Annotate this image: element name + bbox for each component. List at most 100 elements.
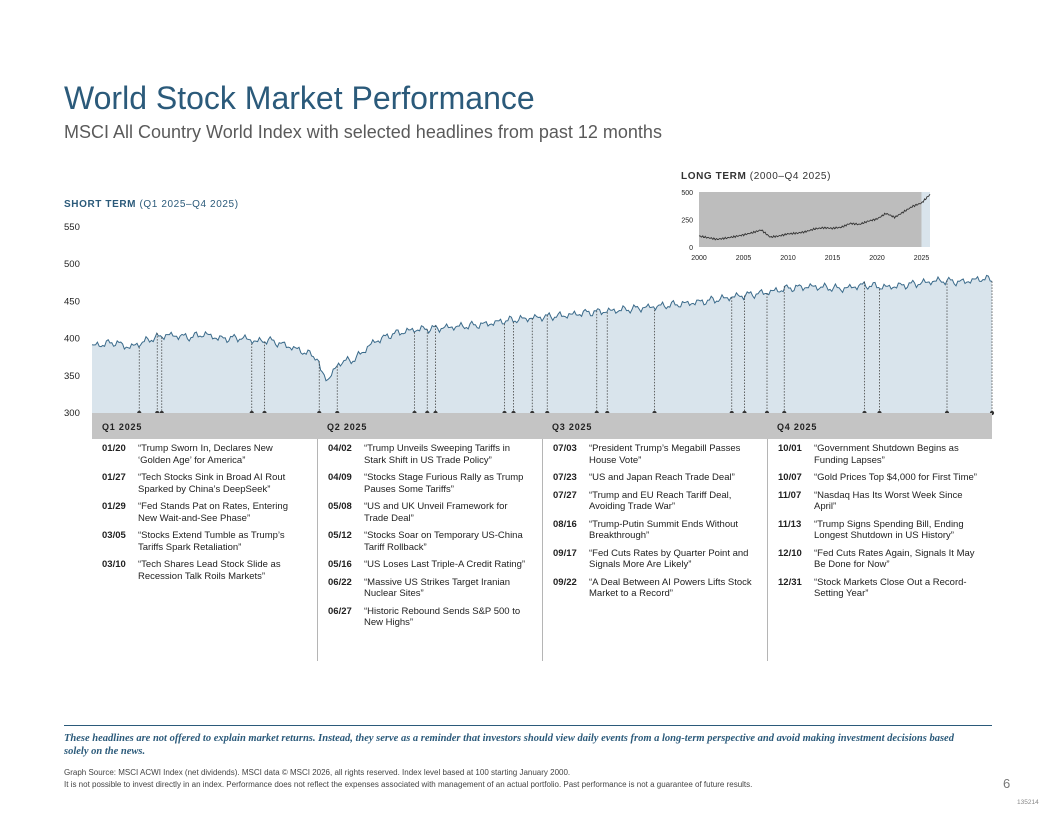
headline-item: 10/07 “Gold Prices Top $4,000 for First T… — [778, 472, 982, 484]
headline-text: “Government Shutdown Begins as Funding L… — [814, 443, 959, 466]
headline-item: 04/09 “Stocks Stage Furious Rally as Trum… — [328, 472, 532, 495]
headline-text: “President Trump’s Megabill Passes House… — [589, 443, 741, 466]
lt-xtick-label: 2000 — [691, 255, 707, 262]
short-term-label: SHORT TERM (Q1 2025–Q4 2025) — [64, 199, 239, 210]
headline-text: “Trump Unveils Sweeping Tariffs in Stark… — [364, 443, 511, 466]
headline-text: “Historic Rebound Sends S&P 500 to New H… — [364, 605, 521, 629]
quarter-label: Q1 2025 — [102, 422, 142, 432]
headline-item: 05/12 “Stocks Soar on Temporary US-China … — [328, 530, 532, 553]
lt-ytick-label: 0 — [689, 245, 693, 252]
st-ytick-label: 500 — [64, 259, 80, 270]
st-ytick-label: 350 — [64, 371, 80, 382]
headline-date: 12/10 — [778, 547, 802, 559]
headline-date: 06/22 — [328, 576, 352, 588]
q2-headlines-column: 04/02 “Trump Unveils Sweeping Tariffs in … — [317, 439, 542, 661]
headline-text: “Stocks Stage Furious Rally as Trump Pau… — [364, 472, 524, 495]
headline-text: “Fed Cuts Rates Again, Signals It May Be… — [814, 547, 975, 571]
headline-date: 03/05 — [102, 530, 126, 541]
quarter-band — [92, 413, 992, 439]
headline-date: 08/16 — [553, 518, 577, 530]
headline-text: “US and UK Unveil Framework for Trade De… — [364, 501, 508, 524]
lt-ytick-label: 250 — [681, 218, 693, 225]
headline-date: 01/20 — [102, 443, 126, 454]
headline-item: 11/07 “Nasdaq Has Its Worst Week Since Ap… — [778, 490, 982, 513]
headline-text: “Tech Stocks Sink in Broad AI Rout Spark… — [138, 472, 286, 495]
headline-item: 08/16 “Trump-Putin Summit Ends Without Br… — [553, 519, 757, 542]
headline-date: 04/02 — [328, 443, 352, 454]
headline-date: 07/23 — [553, 472, 577, 483]
headline-date: 03/10 — [102, 559, 126, 570]
page-title: World Stock Market Performance — [64, 80, 535, 116]
headline-text: “Stock Markets Close Out a Record-Settin… — [814, 576, 967, 600]
headline-text: “Stocks Extend Tumble as Trump’s Tariffs… — [138, 530, 285, 553]
st-ytick-label: 450 — [64, 296, 80, 307]
headline-date: 10/07 — [778, 472, 802, 483]
lt-xtick-label: 2015 — [825, 255, 841, 262]
headline-date: 07/27 — [553, 489, 577, 501]
short-term-label-range: (Q1 2025–Q4 2025) — [136, 199, 239, 210]
headline-text: “Tech Shares Lead Stock Slide as Recessi… — [138, 559, 281, 582]
q4-headlines-column: 10/01 “Government Shutdown Begins as Fund… — [767, 439, 992, 661]
headline-date: 11/13 — [778, 518, 802, 530]
headline-text: “Gold Prices Top $4,000 for First Time” — [814, 472, 977, 483]
q1-headlines-column: 01/20 “Trump Sworn In, Declares New ‘Gold… — [92, 439, 317, 661]
lt-ytick-label: 500 — [681, 190, 693, 197]
headline-item: 04/02 “Trump Unveils Sweeping Tariffs in … — [328, 443, 532, 466]
headline-text: “Trump-Putin Summit Ends Without Breakth… — [589, 518, 739, 542]
headline-item: 09/22 “A Deal Between AI Powers Lifts Sto… — [553, 577, 757, 600]
long-term-label-range: (2000–Q4 2025) — [746, 171, 832, 182]
headline-text: “A Deal Between AI Powers Lifts Stock Ma… — [589, 576, 752, 600]
footer-divider — [64, 725, 992, 726]
headline-item: 07/23 “US and Japan Reach Trade Deal” — [553, 472, 757, 484]
headline-text: “Fed Cuts Rates by Quarter Point and Sig… — [589, 547, 749, 571]
headline-date: 09/22 — [553, 576, 577, 588]
headline-item: 01/27 “Tech Stocks Sink in Broad AI Rout … — [102, 472, 307, 495]
lt-xtick-label: 2010 — [780, 255, 796, 262]
headline-item: 05/16 “US Loses Last Triple-A Credit Rati… — [328, 559, 532, 571]
chart-canvas: 300 350 400 450 500 550 Q1 2025 Q2 2025 Q3 2025 Q… — [64, 190, 995, 439]
document-id: 135214 — [1017, 799, 1039, 806]
st-ytick-label: 550 — [64, 222, 80, 233]
headline-item: 12/10 “Fed Cuts Rates Again, Signals It M… — [778, 548, 982, 571]
headline-item: 06/22 “Massive US Strikes Target Iranian … — [328, 577, 532, 600]
lt-xtick-label: 2005 — [736, 255, 752, 262]
long-term-label: LONG TERM (2000–Q4 2025) — [681, 171, 831, 182]
headline-item: 05/08 “US and UK Unveil Framework for Tra… — [328, 501, 532, 524]
headline-text: “Stocks Soar on Temporary US-China Tarif… — [364, 530, 523, 553]
headline-date: 01/29 — [102, 501, 126, 512]
disclaimer: These headlines are not offered to expla… — [64, 733, 954, 757]
headlines-table: 01/20 “Trump Sworn In, Declares New ‘Gold… — [92, 439, 992, 661]
headline-text: “US and Japan Reach Trade Deal” — [589, 472, 735, 483]
page-number: 6 — [1003, 776, 1011, 791]
headline-item: 03/10 “Tech Shares Lead Stock Slide as Re… — [102, 559, 307, 582]
headline-item: 07/03 “President Trump’s Megabill Passes … — [553, 443, 757, 466]
source-line-1: Graph Source: MSCI ACWI Index (net divid… — [64, 768, 571, 777]
headline-text: “Fed Stands Pat on Rates, Entering New W… — [138, 501, 288, 524]
quarter-label: Q2 2025 — [327, 422, 367, 432]
st-series-line — [91, 274, 993, 382]
headline-date: 11/07 — [778, 489, 802, 501]
headline-item: 06/27 “Historic Rebound Sends S&P 500 to … — [328, 606, 532, 629]
headline-date: 05/16 — [328, 559, 352, 570]
headline-item: 03/05 “Stocks Extend Tumble as Trump’s Ta… — [102, 530, 307, 553]
headline-item: 07/27 “Trump and EU Reach Tariff Deal, Av… — [553, 490, 757, 513]
lt-xtick-label: 2020 — [869, 255, 885, 262]
quarter-label: Q4 2025 — [777, 422, 817, 432]
headline-text: “Trump and EU Reach Tariff Deal, Avoidin… — [589, 489, 732, 513]
headline-date: 10/01 — [778, 443, 802, 454]
lt-gray-area — [699, 192, 922, 247]
headline-date: 05/12 — [328, 530, 352, 541]
headline-item: 09/17 “Fed Cuts Rates by Quarter Point an… — [553, 548, 757, 571]
lt-highlight-area — [921, 192, 930, 247]
st-ytick-label: 300 — [64, 408, 80, 419]
headline-text: “Trump Signs Spending Bill, Ending Longe… — [814, 518, 964, 542]
st-ytick-label: 400 — [64, 334, 80, 345]
headline-item: 01/29 “Fed Stands Pat on Rates, Entering … — [102, 501, 307, 524]
headline-item: 10/01 “Government Shutdown Begins as Fund… — [778, 443, 982, 466]
source-note: Graph Source: MSCI ACWI Index (net divid… — [64, 767, 752, 791]
quarter-label: Q3 2025 — [552, 422, 592, 432]
q3-headlines-column: 07/03 “President Trump’s Megabill Passes … — [542, 439, 767, 661]
headline-item: 01/20 “Trump Sworn In, Declares New ‘Gold… — [102, 443, 307, 466]
headline-date: 05/08 — [328, 501, 352, 512]
headline-item: 11/13 “Trump Signs Spending Bill, Ending … — [778, 519, 982, 542]
